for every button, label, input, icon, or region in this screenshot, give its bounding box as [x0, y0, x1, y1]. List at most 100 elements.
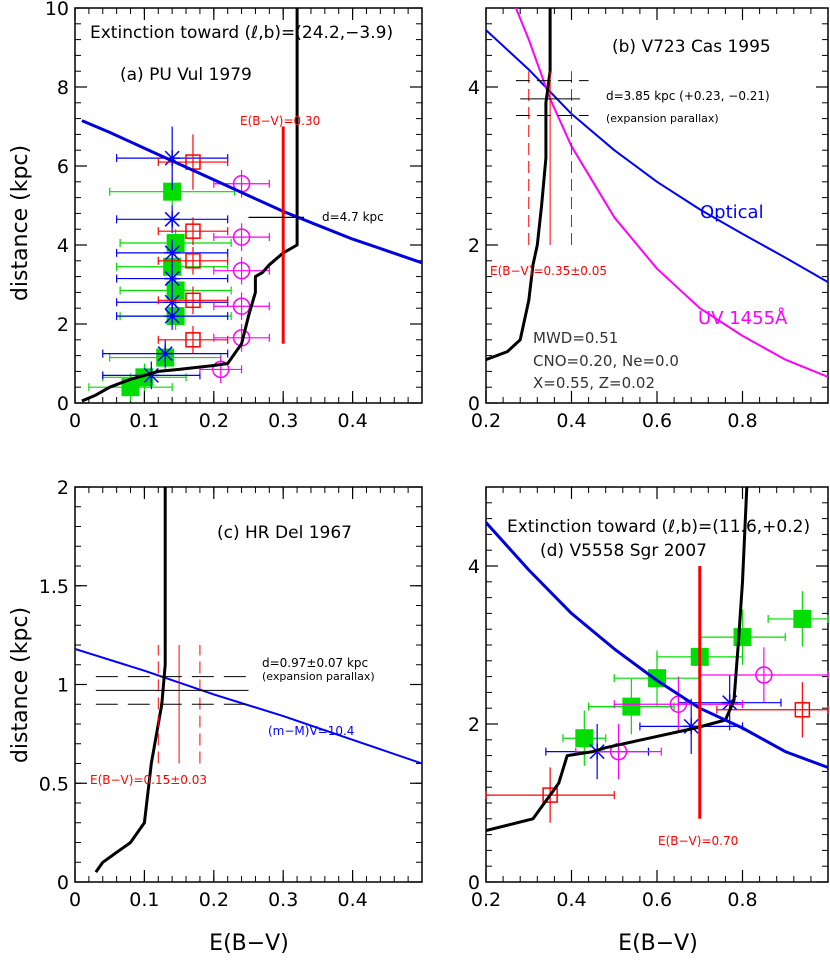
x-tick-label: 0.1 [129, 889, 159, 911]
xz-annotation: X=0.55, Z=0.02 [533, 374, 655, 392]
y-tick-label: 4 [57, 235, 69, 257]
y-tick-label: 8 [57, 77, 69, 99]
y-tick-label: 4 [468, 556, 480, 578]
panel-title: (c) HR Del 1967 [217, 523, 352, 543]
y-axis-label-bottom: distance (kpc) [8, 607, 33, 763]
y-tick-label: 0 [468, 872, 480, 894]
x-tick-label: 0.8 [727, 889, 757, 911]
panel-b: 0.2 0.4 0.6 0.8 0 2 4 (b) V723 Cas 1995 Optical U… [468, 7, 829, 432]
x-tick-label: 0 [69, 410, 81, 432]
cno-annotation: CNO=0.20, Ne=0.0 [533, 352, 679, 370]
square-open-marker [794, 702, 811, 718]
x-tick-label: 0.6 [642, 889, 672, 911]
x-tick-label: 0.3 [268, 410, 298, 432]
y-tick-label: 2 [57, 314, 69, 336]
y-tick-label: 0 [57, 872, 69, 894]
panel-d: 0.2 0.4 0.6 0.8 0 2 4 Extinction toward (ℓ,b)=(… [468, 486, 829, 911]
y-tick-label: 0.5 [39, 773, 69, 795]
y-tick-label: 1.5 [39, 576, 69, 598]
y-tick-label: 2 [468, 235, 480, 257]
y-tick-label: 6 [57, 156, 69, 178]
x-tick-label: 0.2 [199, 889, 229, 911]
star-marker [683, 718, 700, 735]
x-tick-label: 0.2 [199, 410, 229, 432]
circle-open-marker [755, 666, 773, 684]
distance-annotation: d=3.85 kpc (+0.23, −0.21) [606, 89, 770, 103]
panel-subtitle: Extinction toward (ℓ,b)=(24.2,−3.9) [90, 23, 393, 43]
curve-distance-modulus [75, 648, 422, 765]
x-tick-label: 0.3 [268, 889, 298, 911]
y-tick-label: 0 [57, 393, 69, 415]
expansion-parallax-note: (expansion parallax) [606, 112, 719, 125]
x-tick-label: 0.2 [471, 889, 501, 911]
extinction-curve [486, 487, 749, 833]
x-tick-label: 0.8 [727, 410, 757, 432]
panel-title: (d) V5558 Sgr 2007 [540, 541, 707, 561]
curve-theory [486, 29, 828, 283]
circle-open-marker [669, 695, 688, 713]
mwd-annotation: MWD=0.51 [533, 329, 618, 347]
star-marker [164, 150, 181, 167]
y-tick-label: 10 [45, 0, 69, 20]
curve-extinction [94, 487, 167, 873]
distance-annotation: d=0.97±0.07 kpc [262, 656, 368, 670]
star-marker [164, 270, 181, 287]
y-tick-label: 1 [57, 675, 69, 697]
x-tick-label: 0.4 [337, 410, 367, 432]
circle-open-marker [211, 360, 230, 379]
ebv-annotation: E(B−V)=0.35±0.05 [490, 264, 607, 278]
square-open-marker [185, 253, 201, 269]
y-tick-label: 2 [468, 714, 480, 736]
square-filled-marker [166, 281, 185, 300]
square-filled-marker [575, 729, 594, 748]
x-tick-label: 0 [69, 889, 81, 911]
circle-open-marker [232, 228, 251, 246]
circle-open-marker [232, 261, 251, 280]
extinction-curve [81, 8, 299, 403]
panel-title: (a) PU Vul 1979 [120, 65, 252, 85]
star-marker [721, 694, 738, 711]
x-tick-label: 0.1 [129, 410, 159, 432]
x-tick-label: 0.6 [642, 410, 672, 432]
plot-frame [74, 486, 423, 883]
series-label-uv: UV 1455Å [698, 307, 788, 329]
star-marker [157, 345, 174, 362]
x-axis-label-right: E(B−V) [618, 931, 698, 956]
series-label-optical: Optical [700, 202, 764, 223]
plot-frame [74, 7, 423, 404]
panel-a: 0 0.1 0.2 0.3 0.4 0 2 4 6 8 10 Extinction toward (ℓ… [45, 0, 423, 432]
y-axis-label-top: distance (kpc) [8, 145, 33, 301]
x-tick-label: 0.4 [556, 410, 586, 432]
panel-subtitle: Extinction toward (ℓ,b)=(11.6,+0.2) [507, 517, 810, 537]
curve-theory [514, 8, 828, 378]
y-tick-label: 0 [468, 393, 480, 415]
star-marker [164, 244, 181, 261]
square-open-marker [542, 787, 558, 803]
square-filled-marker [793, 609, 812, 628]
square-filled-marker [163, 182, 182, 201]
square-open-marker [185, 332, 201, 348]
ebv-annotation: E(B−V)=0.70 [658, 834, 738, 848]
square-filled-marker [121, 378, 140, 397]
x-tick-label: 0.4 [337, 889, 367, 911]
x-tick-label: 0.2 [471, 410, 501, 432]
star-marker [164, 211, 181, 228]
distance-modulus-annotation: (m−M)V=10.4 [268, 724, 354, 738]
x-axis-label-left: E(B−V) [209, 931, 289, 956]
distance-modulus-curve [486, 521, 828, 769]
square-filled-marker [166, 234, 185, 253]
square-open-marker [185, 292, 201, 309]
distance-modulus-curve [81, 119, 422, 265]
square-open-marker [185, 223, 201, 239]
distance-annotation: d=4.7 kpc [322, 210, 384, 224]
square-filled-marker [622, 697, 641, 716]
panel-c: 0 0.1 0.2 0.3 0.4 0 0.5 1 1.5 2 (c) HR Del 1967 E(B… [39, 477, 423, 911]
panel-title: (b) V723 Cas 1995 [612, 37, 771, 57]
ebv-annotation: E(B−V)=0.15±0.03 [90, 773, 207, 787]
y-tick-label: 4 [468, 77, 480, 99]
expansion-parallax-note: (expansion parallax) [262, 670, 375, 683]
star-marker [143, 367, 160, 384]
star-marker [164, 294, 181, 311]
x-tick-label: 0.4 [556, 889, 586, 911]
